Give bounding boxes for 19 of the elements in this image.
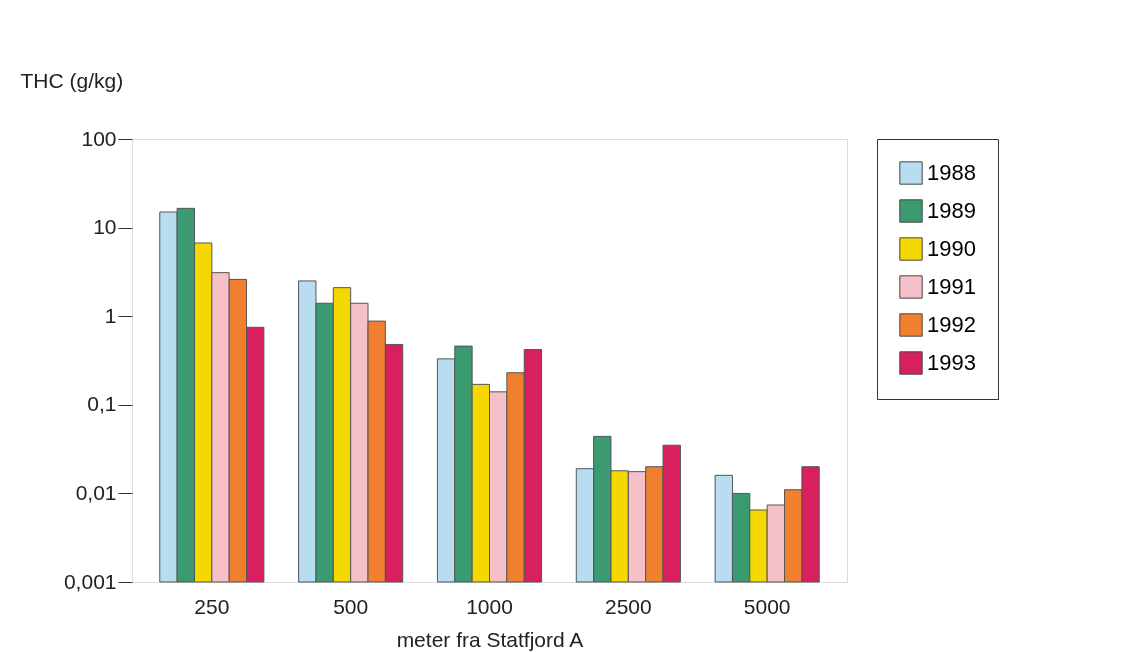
legend-label: 1989	[927, 198, 976, 223]
x-axis-title: meter fra Statfjord A	[396, 627, 584, 651]
legend-label: 1992	[927, 312, 976, 337]
x-tick-label: 500	[333, 594, 369, 618]
legend-label: 1991	[927, 274, 976, 299]
y-tick-label: 10	[93, 215, 117, 239]
x-tick-label: 1000	[466, 594, 513, 618]
x-tick-label: 5000	[743, 594, 791, 618]
x-tick-label: 250	[194, 594, 230, 618]
y-tick-label: 100	[81, 126, 117, 150]
y-axis-title: THC (g/kg)	[20, 68, 124, 92]
legend-label: 1988	[927, 160, 976, 185]
legend-label: 1993	[927, 350, 976, 375]
legend-label: 1990	[927, 236, 976, 261]
x-tick-label: 2500	[604, 594, 652, 618]
y-tick-label: 0,1	[87, 392, 117, 416]
y-tick-label: 0,001	[63, 569, 117, 593]
y-tick-label: 0,01	[75, 480, 117, 504]
y-tick-label: 1	[104, 303, 117, 327]
